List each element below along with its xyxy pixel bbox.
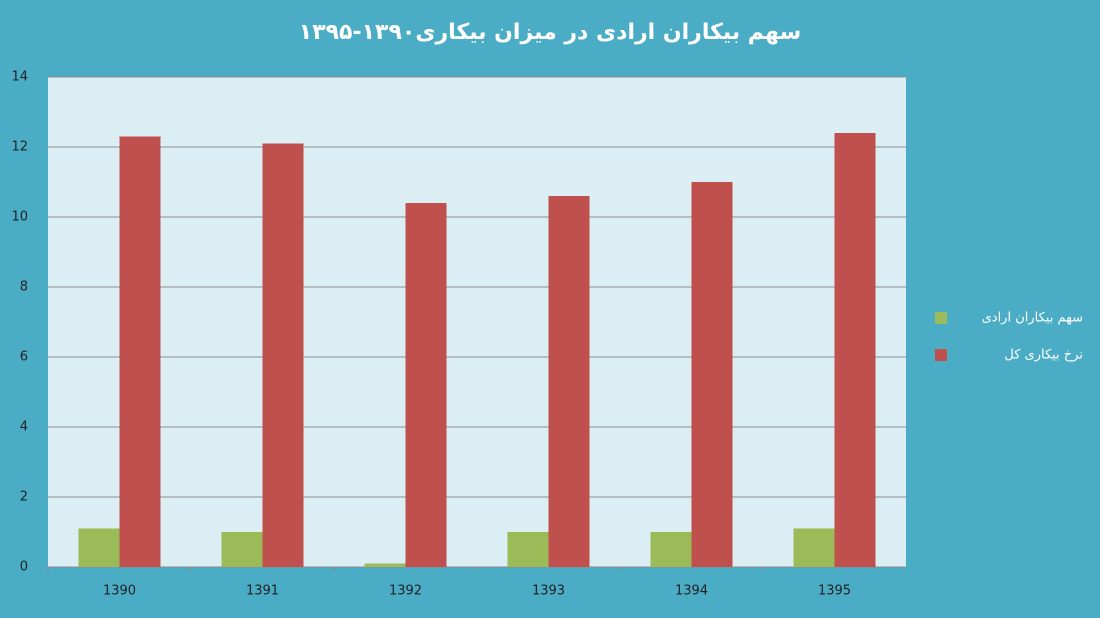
bar [405, 203, 447, 567]
legend-swatch [935, 349, 947, 361]
legend-label: نرخ بیکاری کل [1004, 348, 1083, 363]
bar [119, 136, 161, 567]
x-tick-label: 1391 [246, 584, 279, 599]
bar [691, 182, 733, 567]
bar [650, 532, 692, 567]
legend-label: سهم بیکاران ارادی [982, 311, 1083, 326]
chart-title: سهم بیکاران ارادی در میزان بیکاری۱۳۹۰-۱۳… [299, 20, 801, 45]
bar [262, 143, 304, 567]
bar [834, 133, 876, 567]
bar [221, 532, 263, 567]
y-tick-label: 4 [20, 420, 28, 435]
bar [548, 196, 590, 567]
bar [78, 528, 120, 567]
y-tick-label: 8 [20, 280, 28, 295]
bar [364, 563, 406, 567]
y-tick-label: 0 [20, 560, 28, 575]
y-tick-label: 14 [11, 70, 28, 85]
legend-swatch [935, 312, 947, 324]
y-tick-label: 6 [20, 350, 28, 365]
x-tick-label: 1390 [103, 584, 136, 599]
bar [793, 528, 835, 567]
x-tick-label: 1394 [675, 584, 708, 599]
y-tick-label: 12 [11, 140, 28, 155]
y-tick-label: 10 [11, 210, 28, 225]
y-tick-label: 2 [20, 490, 28, 505]
x-tick-label: 1395 [818, 584, 851, 599]
plot-area [48, 77, 906, 567]
x-tick-label: 1393 [532, 584, 565, 599]
x-tick-label: 1392 [389, 584, 422, 599]
bar [507, 532, 549, 567]
